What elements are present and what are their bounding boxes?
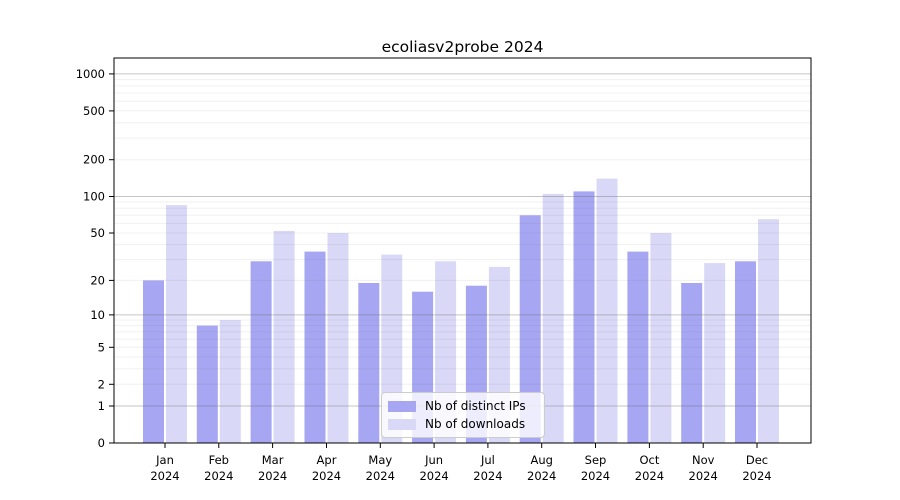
bar-may-distinct-ips <box>358 283 380 443</box>
bar-apr-downloads <box>327 233 349 443</box>
x-axis-tick-label-year: 2024 <box>527 469 556 483</box>
y-axis-tick-label: 200 <box>83 153 105 167</box>
x-axis-tick-label-year: 2024 <box>581 469 610 483</box>
plot-area-border <box>113 57 812 444</box>
y-axis-tick-label: 10 <box>90 308 105 322</box>
legend: Nb of distinct IPs Nb of downloads <box>381 392 545 438</box>
bar-mar-distinct-ips <box>250 261 272 443</box>
bar-sep-downloads <box>596 178 618 443</box>
x-axis-tick-label-month: Mar <box>262 453 284 467</box>
y-axis-tick-label: 2 <box>98 377 105 391</box>
x-axis-tick-label-year: 2024 <box>419 469 448 483</box>
x-axis-tick-label-year: 2024 <box>204 469 233 483</box>
bar-nov-downloads <box>704 263 726 443</box>
bar-oct-downloads <box>650 233 672 443</box>
x-axis-tick-label-year: 2024 <box>258 469 287 483</box>
x-axis-tick-label-year: 2024 <box>742 469 771 483</box>
bar-feb-downloads <box>219 320 241 443</box>
x-axis-tick-label-year: 2024 <box>312 469 341 483</box>
y-axis-tick-label: 1000 <box>76 67 105 81</box>
y-axis-tick-label: 100 <box>83 190 105 204</box>
y-axis-tick-label: 5 <box>98 340 105 354</box>
bar-jan-downloads <box>166 205 187 443</box>
y-axis-tick-label: 50 <box>90 226 105 240</box>
bar-jan-distinct-ips <box>143 280 164 443</box>
legend-swatch-distinct-ips <box>388 400 416 412</box>
y-axis-tick-label: 500 <box>83 104 105 118</box>
bar-nov-distinct-ips <box>681 283 703 443</box>
x-axis-tick-label-month: Feb <box>209 453 229 467</box>
bar-oct-distinct-ips <box>627 251 649 443</box>
bar-mar-downloads <box>273 230 295 443</box>
bar-sep-distinct-ips <box>573 191 595 443</box>
bar-apr-distinct-ips <box>304 251 326 443</box>
y-axis-tick-label: 0 <box>98 436 105 450</box>
x-axis-tick-label-month: Sep <box>585 453 607 467</box>
x-axis-tick-label-month: May <box>368 453 392 467</box>
bar-dec-distinct-ips <box>735 261 756 443</box>
x-axis-tick-label-year: 2024 <box>689 469 718 483</box>
bar-dec-downloads <box>758 219 779 443</box>
x-axis-tick-label-month: Dec <box>746 453 768 467</box>
x-axis-tick-label-year: 2024 <box>366 469 395 483</box>
x-axis-tick-label-month: Nov <box>692 453 715 467</box>
x-axis-tick-label-month: Jan <box>155 453 174 467</box>
x-axis-tick-label-month: Oct <box>639 453 659 467</box>
legend-item-downloads: Nb of downloads <box>388 417 538 431</box>
x-axis-tick-label-month: Jun <box>424 453 443 467</box>
legend-label-downloads: Nb of downloads <box>425 417 526 431</box>
bar-feb-distinct-ips <box>196 325 218 443</box>
bar-aug-distinct-ips <box>519 215 541 443</box>
y-axis-tick-label: 1 <box>98 399 105 413</box>
x-axis-tick-label-month: Jul <box>480 453 495 467</box>
x-axis-tick-label-year: 2024 <box>150 469 179 483</box>
legend-label-distinct-ips: Nb of distinct IPs <box>425 399 526 413</box>
x-axis-tick-label-month: Aug <box>530 453 552 467</box>
legend-swatch-downloads <box>388 418 416 430</box>
legend-item-distinct-ips: Nb of distinct IPs <box>388 399 538 413</box>
chart-title: ecoliasv2probe 2024 <box>381 38 544 56</box>
x-axis-tick-label-year: 2024 <box>473 469 502 483</box>
y-axis-tick-label: 20 <box>90 273 105 287</box>
x-axis-tick-label-month: Apr <box>317 453 337 467</box>
x-axis-tick-label-year: 2024 <box>635 469 664 483</box>
bar-aug-downloads <box>542 193 564 443</box>
